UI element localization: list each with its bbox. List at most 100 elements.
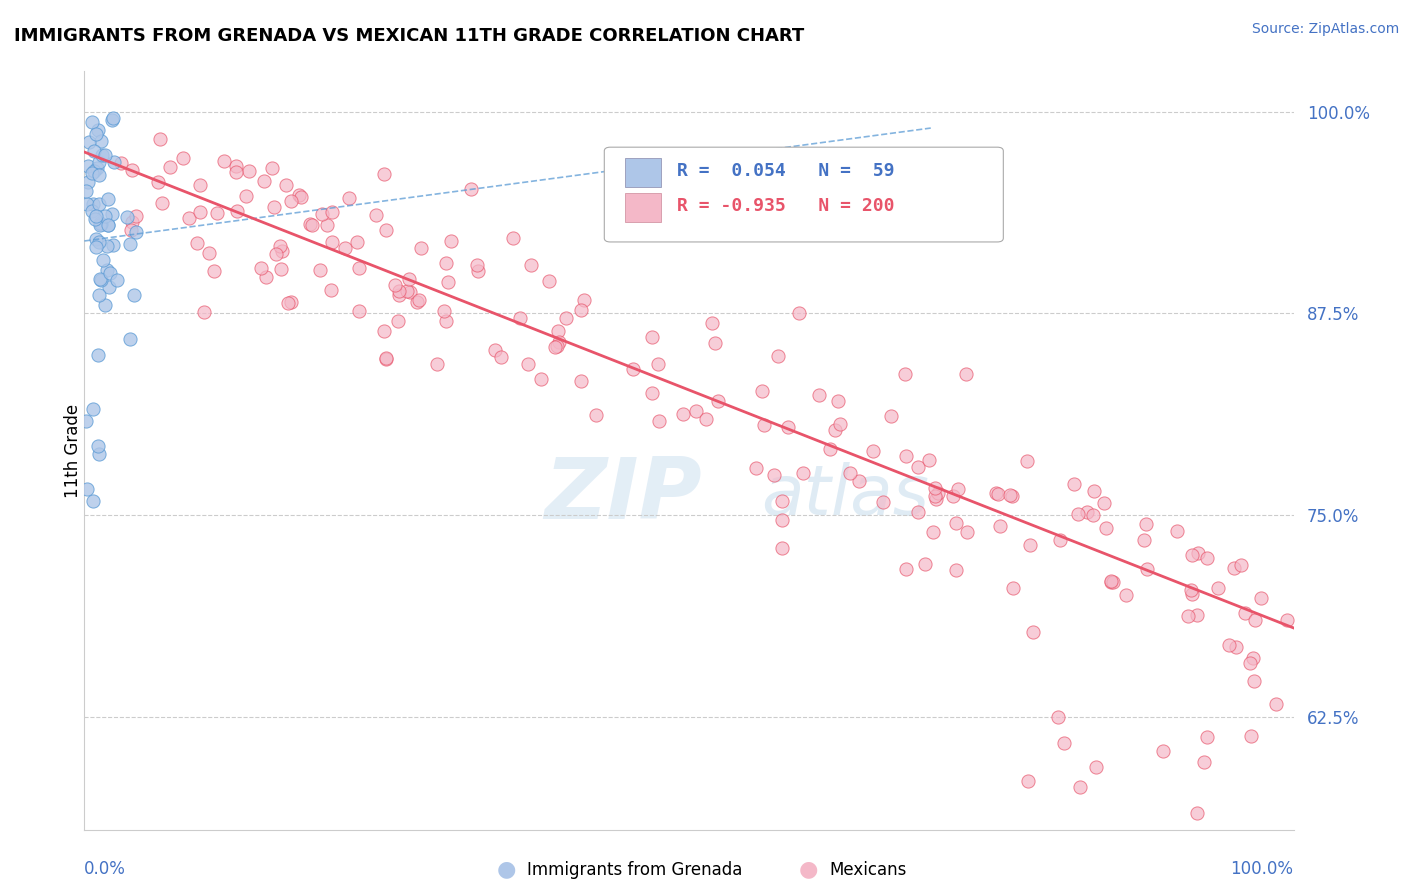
Point <box>925 491 948 506</box>
Point <box>87 439 110 453</box>
Point <box>250 261 273 276</box>
Point <box>987 486 1010 500</box>
Point <box>321 204 343 219</box>
Point <box>787 305 810 319</box>
Point <box>89 216 111 230</box>
Point <box>411 241 433 255</box>
Point <box>349 304 371 318</box>
Point <box>1234 606 1257 620</box>
Text: 100.0%: 100.0% <box>1230 860 1294 878</box>
Point <box>1133 533 1156 547</box>
Point <box>460 181 482 195</box>
Point <box>76 482 98 496</box>
Point <box>946 482 969 496</box>
Point <box>103 154 125 169</box>
Point <box>548 334 571 349</box>
Point <box>82 115 104 129</box>
Point <box>1083 508 1105 522</box>
Point <box>1230 558 1253 573</box>
Point <box>198 246 221 260</box>
Point <box>82 197 104 211</box>
Point <box>1135 517 1157 532</box>
Point <box>585 408 607 422</box>
Point <box>751 384 773 398</box>
Point <box>647 357 669 371</box>
Point <box>1181 586 1204 600</box>
Point <box>87 168 110 182</box>
Point <box>1092 495 1115 509</box>
Point <box>225 159 247 173</box>
Point <box>879 409 901 424</box>
Point <box>1166 524 1188 538</box>
Point <box>333 241 356 255</box>
Point <box>702 317 724 331</box>
Point <box>924 482 946 496</box>
Point <box>839 467 862 481</box>
Point <box>1076 505 1098 519</box>
Point <box>818 442 841 456</box>
FancyBboxPatch shape <box>624 194 661 222</box>
Point <box>337 191 360 205</box>
Text: R = -0.935   N = 200: R = -0.935 N = 200 <box>676 197 894 215</box>
Point <box>1063 477 1085 491</box>
Point <box>301 218 323 232</box>
Point <box>770 513 793 527</box>
Point <box>986 486 1008 500</box>
Point <box>235 189 257 203</box>
Point <box>101 113 124 128</box>
Point <box>1022 625 1045 640</box>
Point <box>1264 698 1286 712</box>
Point <box>1195 550 1218 565</box>
Point <box>97 218 120 232</box>
Point <box>82 493 104 508</box>
Point <box>770 493 793 508</box>
Point <box>426 357 449 371</box>
Point <box>269 239 291 253</box>
Point <box>194 29 217 43</box>
Point <box>641 330 664 344</box>
Point <box>384 278 406 293</box>
Point <box>1180 582 1202 597</box>
Point <box>76 159 98 173</box>
Point <box>894 562 917 576</box>
Point <box>399 285 422 299</box>
Point <box>76 176 98 190</box>
Point <box>264 247 287 261</box>
Point <box>574 293 596 308</box>
Point <box>280 194 302 209</box>
Point <box>121 163 143 178</box>
Point <box>308 263 330 277</box>
Point <box>907 505 929 519</box>
Point <box>290 189 312 203</box>
Point <box>546 339 568 353</box>
Point <box>547 324 569 338</box>
Point <box>520 258 543 272</box>
Point <box>274 178 297 193</box>
Point <box>408 293 430 307</box>
Point <box>238 164 260 178</box>
Point <box>321 283 343 297</box>
Point <box>1218 638 1240 652</box>
Point <box>121 215 143 229</box>
Point <box>149 132 172 146</box>
Point <box>924 489 946 503</box>
Point <box>101 207 124 221</box>
Point <box>894 367 917 381</box>
Point <box>406 294 429 309</box>
Point <box>491 350 513 364</box>
Point <box>792 467 814 481</box>
Point <box>76 196 98 211</box>
Point <box>89 235 111 250</box>
Point <box>388 284 411 298</box>
Point <box>89 447 111 461</box>
Point <box>824 423 846 437</box>
Point <box>927 486 949 500</box>
Point <box>1115 588 1137 602</box>
Point <box>434 256 457 270</box>
Point <box>146 175 169 189</box>
Point <box>1243 673 1265 688</box>
Point <box>298 218 321 232</box>
Point <box>375 223 398 237</box>
Point <box>84 209 107 223</box>
Point <box>1083 483 1105 498</box>
